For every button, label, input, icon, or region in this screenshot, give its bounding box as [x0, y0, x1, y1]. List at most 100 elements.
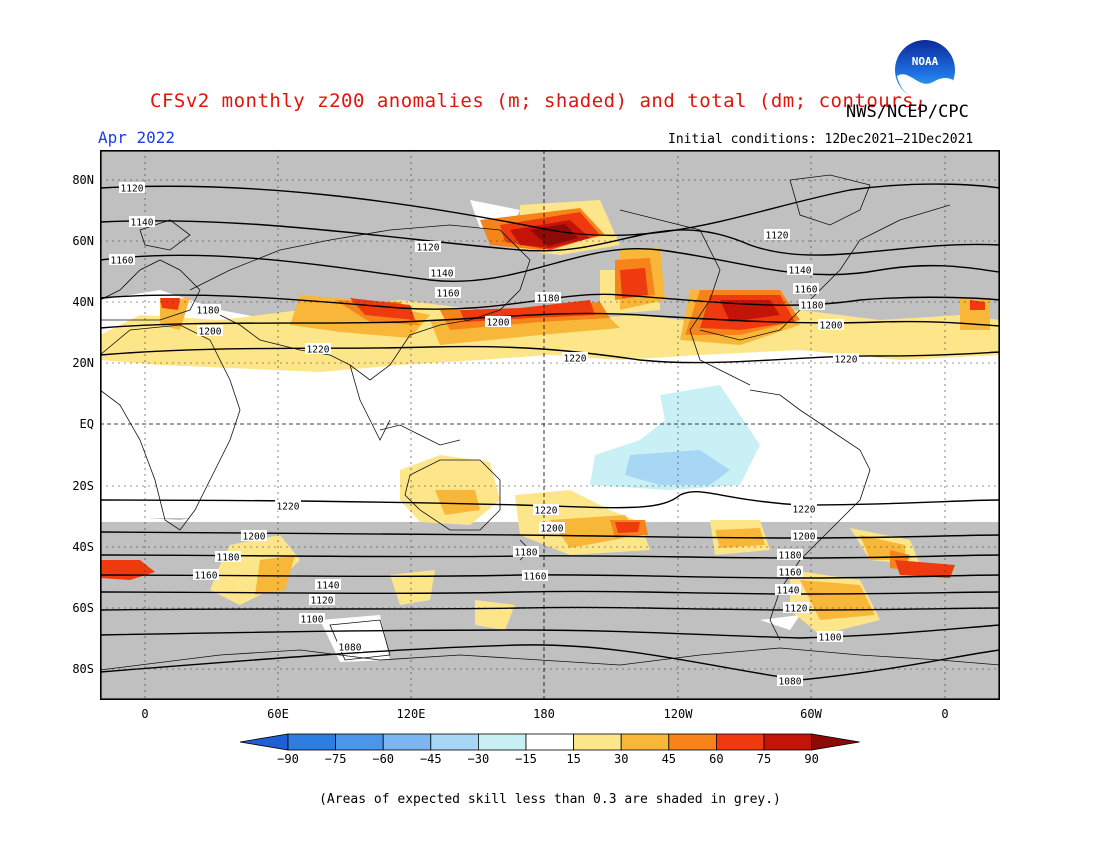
- agency-label: NWS/NCEP/CPC: [846, 102, 969, 122]
- colorbar-label: 45: [662, 752, 676, 766]
- colorbar: −90 −75 −60 −45 −30 −15 15 30 45 60 75 90: [239, 733, 860, 766]
- contour-label: 1080: [339, 643, 362, 654]
- contour-label: 1120: [311, 596, 334, 607]
- contour-label: 1140: [317, 581, 340, 592]
- contour-label: 1160: [795, 285, 818, 296]
- contour-label-bg: [818, 319, 844, 330]
- contour-label-bg: [791, 503, 817, 514]
- contour-label: 1140: [777, 586, 800, 597]
- footnote: (Areas of expected skill less than 0.3 a…: [319, 792, 781, 807]
- lat-label: 20S: [72, 479, 94, 493]
- contour-label-bg: [817, 631, 843, 642]
- colorbar-label: −90: [277, 752, 299, 766]
- contour-labels: 1120 1140 1160 1180 1200 1220 1120 1140 1160 1180…: [109, 182, 859, 688]
- contour-label: 1200: [243, 532, 266, 543]
- longitude-axis: 0 60E 120E 180 120W 60W 0: [141, 707, 948, 721]
- contour-label-bg: [241, 530, 267, 541]
- contour-label: 1180: [779, 551, 802, 562]
- contour-label: 1180: [801, 301, 824, 312]
- contour-label: 1220: [564, 354, 587, 365]
- contour-label-bg: [195, 304, 221, 315]
- lat-label: 80N: [72, 173, 94, 187]
- colorbar-label: −75: [325, 752, 347, 766]
- colorbar-swatch: [811, 733, 860, 751]
- lat-label: EQ: [80, 417, 94, 431]
- contour-label: 1160: [111, 256, 134, 267]
- lat-label: 40S: [72, 540, 94, 554]
- contour-label: 1200: [487, 318, 510, 329]
- anomaly-positive-over-90: [530, 224, 578, 246]
- contour-label-bg: [129, 216, 155, 227]
- colorbar-label: −45: [420, 752, 442, 766]
- colorbar-swatch: [715, 733, 765, 751]
- contour-label-bg: [793, 283, 819, 294]
- contour-label-bg: [833, 353, 859, 364]
- contour-label-bg: [539, 522, 565, 533]
- colorbar-label: 90: [804, 752, 818, 766]
- contour-label-bg: [783, 602, 809, 613]
- map-panel: 1120 1140 1160 1180 1200 1220 1120 1140 1160 1180…: [100, 150, 1000, 700]
- lat-label: 60S: [72, 601, 94, 615]
- contour-label-bg: [275, 500, 301, 511]
- contour-label-bg: [764, 229, 790, 240]
- contour-label: 1100: [819, 633, 842, 644]
- colorbar-swatch: [525, 733, 574, 751]
- contour-label: 1120: [417, 243, 440, 254]
- contour-label-bg: [799, 299, 825, 310]
- lon-label: 120W: [664, 707, 694, 721]
- contour-label-bg: [309, 594, 335, 605]
- contour-label-bg: [337, 641, 363, 652]
- contour-label-bg: [315, 579, 341, 590]
- lon-label: 60E: [267, 707, 289, 721]
- colorbar-swatch: [477, 733, 527, 751]
- height-contours: [100, 183, 1000, 681]
- colorbar-label: 15: [566, 752, 580, 766]
- contour-label-bg: [522, 570, 548, 581]
- contour-label: 1200: [541, 524, 564, 535]
- contour-label-bg: [299, 613, 325, 624]
- colorbar-swatch: [573, 733, 622, 751]
- contour-label-bg: [777, 566, 803, 577]
- contour-label: 1180: [197, 306, 220, 317]
- contour-label: 1220: [535, 506, 558, 517]
- lon-label: 0: [941, 707, 948, 721]
- colorbar-label: 30: [614, 752, 628, 766]
- contour-label: 1180: [515, 548, 538, 559]
- lat-label: 60N: [72, 234, 94, 248]
- contour-label: 1220: [277, 502, 300, 513]
- contour-label-bg: [485, 316, 511, 327]
- contour-label: 1120: [785, 604, 808, 615]
- contour-label-bg: [119, 182, 145, 193]
- noaa-logo-text: NOAA: [912, 55, 939, 68]
- colorbar-swatch: [430, 733, 479, 751]
- contour-label-bg: [777, 675, 803, 686]
- contour-label-bg: [429, 267, 455, 278]
- lon-label: 180: [533, 707, 555, 721]
- contour-label: 1220: [307, 345, 330, 356]
- lon-label: 60W: [800, 707, 822, 721]
- contour-label: 1220: [793, 505, 816, 516]
- contour-label-bg: [193, 569, 219, 580]
- colorbar-swatch: [668, 733, 717, 751]
- chart-title: CFSv2 monthly z200 anomalies (m; shaded)…: [150, 90, 927, 112]
- lat-label: 40N: [72, 295, 94, 309]
- colorbar-swatch: [335, 733, 384, 751]
- contour-label-bg: [513, 546, 539, 557]
- gridlines: [100, 150, 1000, 700]
- contour-label: 1140: [789, 266, 812, 277]
- contour-label-bg: [197, 325, 223, 336]
- contour-label: 1080: [779, 677, 802, 688]
- colorbar-swatch: [239, 733, 289, 751]
- contour-label: 1160: [437, 289, 460, 300]
- latitude-axis: 80N 60N 40N 20N EQ 20S 40S 60S 80S: [58, 150, 98, 700]
- contour-label-bg: [535, 292, 561, 303]
- colorbar-label: −30: [468, 752, 490, 766]
- lat-label: 80S: [72, 662, 94, 676]
- contour-label: 1100: [301, 615, 324, 626]
- contour-label-bg: [533, 504, 559, 515]
- initial-conditions: Initial conditions: 12Dec2021–21Dec2021: [668, 132, 974, 147]
- contour-label-bg: [109, 254, 135, 265]
- contour-label-bg: [435, 287, 461, 298]
- contour-label: 1200: [199, 327, 222, 338]
- forecast-month: Apr 2022: [98, 128, 176, 147]
